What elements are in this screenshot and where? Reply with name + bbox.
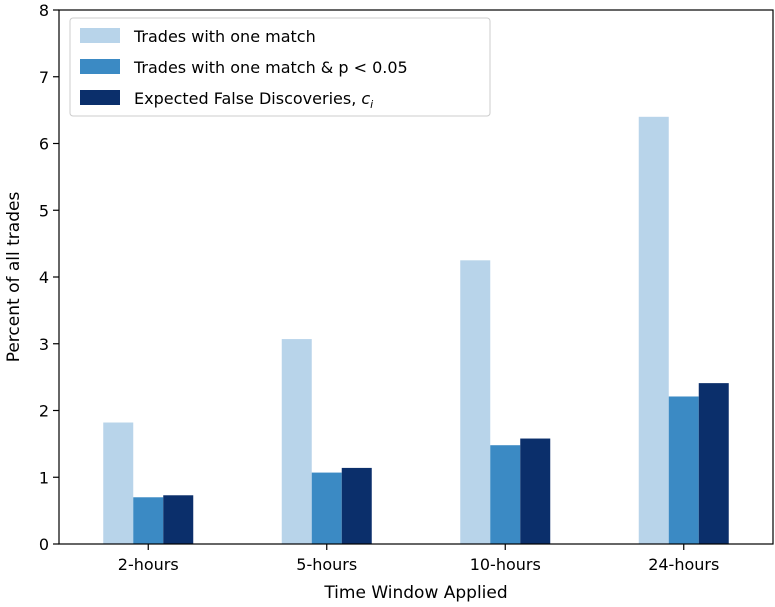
bar-2-hours-series-0 (103, 422, 134, 544)
y-axis-ticks: 0 1 2 3 4 5 6 7 8 (39, 1, 59, 554)
bar-5-hours-series-2 (341, 467, 372, 544)
legend-label-one-match-p: Trades with one match & p < 0.05 (133, 58, 408, 77)
bar-2-hours-series-1 (133, 497, 164, 544)
y-tick-label: 0 (39, 535, 49, 554)
x-tick-label: 5-hours (296, 555, 357, 574)
y-tick-label: 5 (39, 201, 49, 220)
bar-5-hours-series-0 (281, 339, 312, 544)
legend: Trades with one match Trades with one ma… (69, 17, 491, 117)
x-axis-ticks: 2-hours 5-hours 10-hours 24-hours (118, 544, 719, 574)
legend-label-one-match: Trades with one match (133, 27, 316, 46)
bar-24-hours-series-0 (638, 116, 669, 545)
legend-swatch-one-match (80, 28, 120, 43)
legend-box (69, 17, 491, 117)
x-axis-title: Time Window Applied (323, 583, 507, 603)
bar-2-hours-series-2 (163, 495, 194, 544)
bar-24-hours-series-1 (668, 396, 699, 544)
x-tick-label: 24-hours (648, 555, 719, 574)
x-tick-label: 2-hours (118, 555, 179, 574)
bar-10-hours-series-2 (520, 438, 551, 544)
x-tick-label: 10-hours (470, 555, 541, 574)
bar-10-hours-series-1 (490, 445, 521, 544)
y-tick-label: 8 (39, 1, 49, 20)
y-axis-title: Percent of all trades (4, 192, 24, 363)
plot-frame (58, 9, 774, 545)
bars-group (103, 116, 729, 545)
y-tick-label: 4 (39, 268, 49, 287)
y-tick-label: 7 (39, 68, 49, 87)
y-tick-label: 2 (39, 402, 49, 421)
bar-5-hours-series-1 (311, 472, 342, 544)
bar-24-hours-series-2 (698, 383, 729, 544)
y-tick-label: 6 (39, 135, 49, 154)
bar-10-hours-series-0 (460, 260, 491, 544)
legend-label-false-discoveries: Expected False Discoveries, ci (134, 89, 373, 111)
y-tick-label: 1 (39, 468, 49, 487)
legend-swatch-false-discoveries (80, 90, 120, 105)
y-tick-label: 3 (39, 335, 49, 354)
legend-swatch-one-match-p (80, 59, 120, 74)
